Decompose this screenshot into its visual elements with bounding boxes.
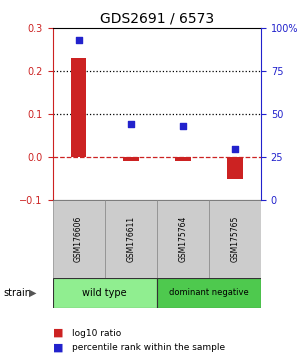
Point [180, 123, 185, 129]
Bar [105, 200, 157, 278]
Text: GSM176606: GSM176606 [74, 216, 83, 262]
Text: GSM175764: GSM175764 [178, 216, 187, 262]
Point [128, 122, 133, 127]
Bar [157, 278, 261, 308]
Text: ■: ■ [52, 328, 63, 338]
Text: strain: strain [3, 288, 31, 298]
Bar [209, 200, 261, 278]
Bar [52, 200, 105, 278]
Bar [157, 200, 209, 278]
Text: dominant negative: dominant negative [169, 289, 249, 297]
Bar [175, 157, 190, 161]
Text: log10 ratio: log10 ratio [72, 329, 121, 338]
Point [76, 38, 81, 43]
Point [232, 146, 237, 152]
Bar [123, 157, 139, 161]
Text: GSM176611: GSM176611 [126, 216, 135, 262]
Text: ▶: ▶ [28, 288, 36, 298]
Text: wild type: wild type [82, 288, 127, 298]
Text: GSM175765: GSM175765 [230, 216, 239, 262]
Text: percentile rank within the sample: percentile rank within the sample [72, 343, 225, 352]
Bar [227, 157, 243, 178]
Text: ■: ■ [52, 342, 63, 352]
Title: GDS2691 / 6573: GDS2691 / 6573 [100, 12, 214, 26]
Bar [71, 58, 86, 157]
Bar [52, 278, 157, 308]
